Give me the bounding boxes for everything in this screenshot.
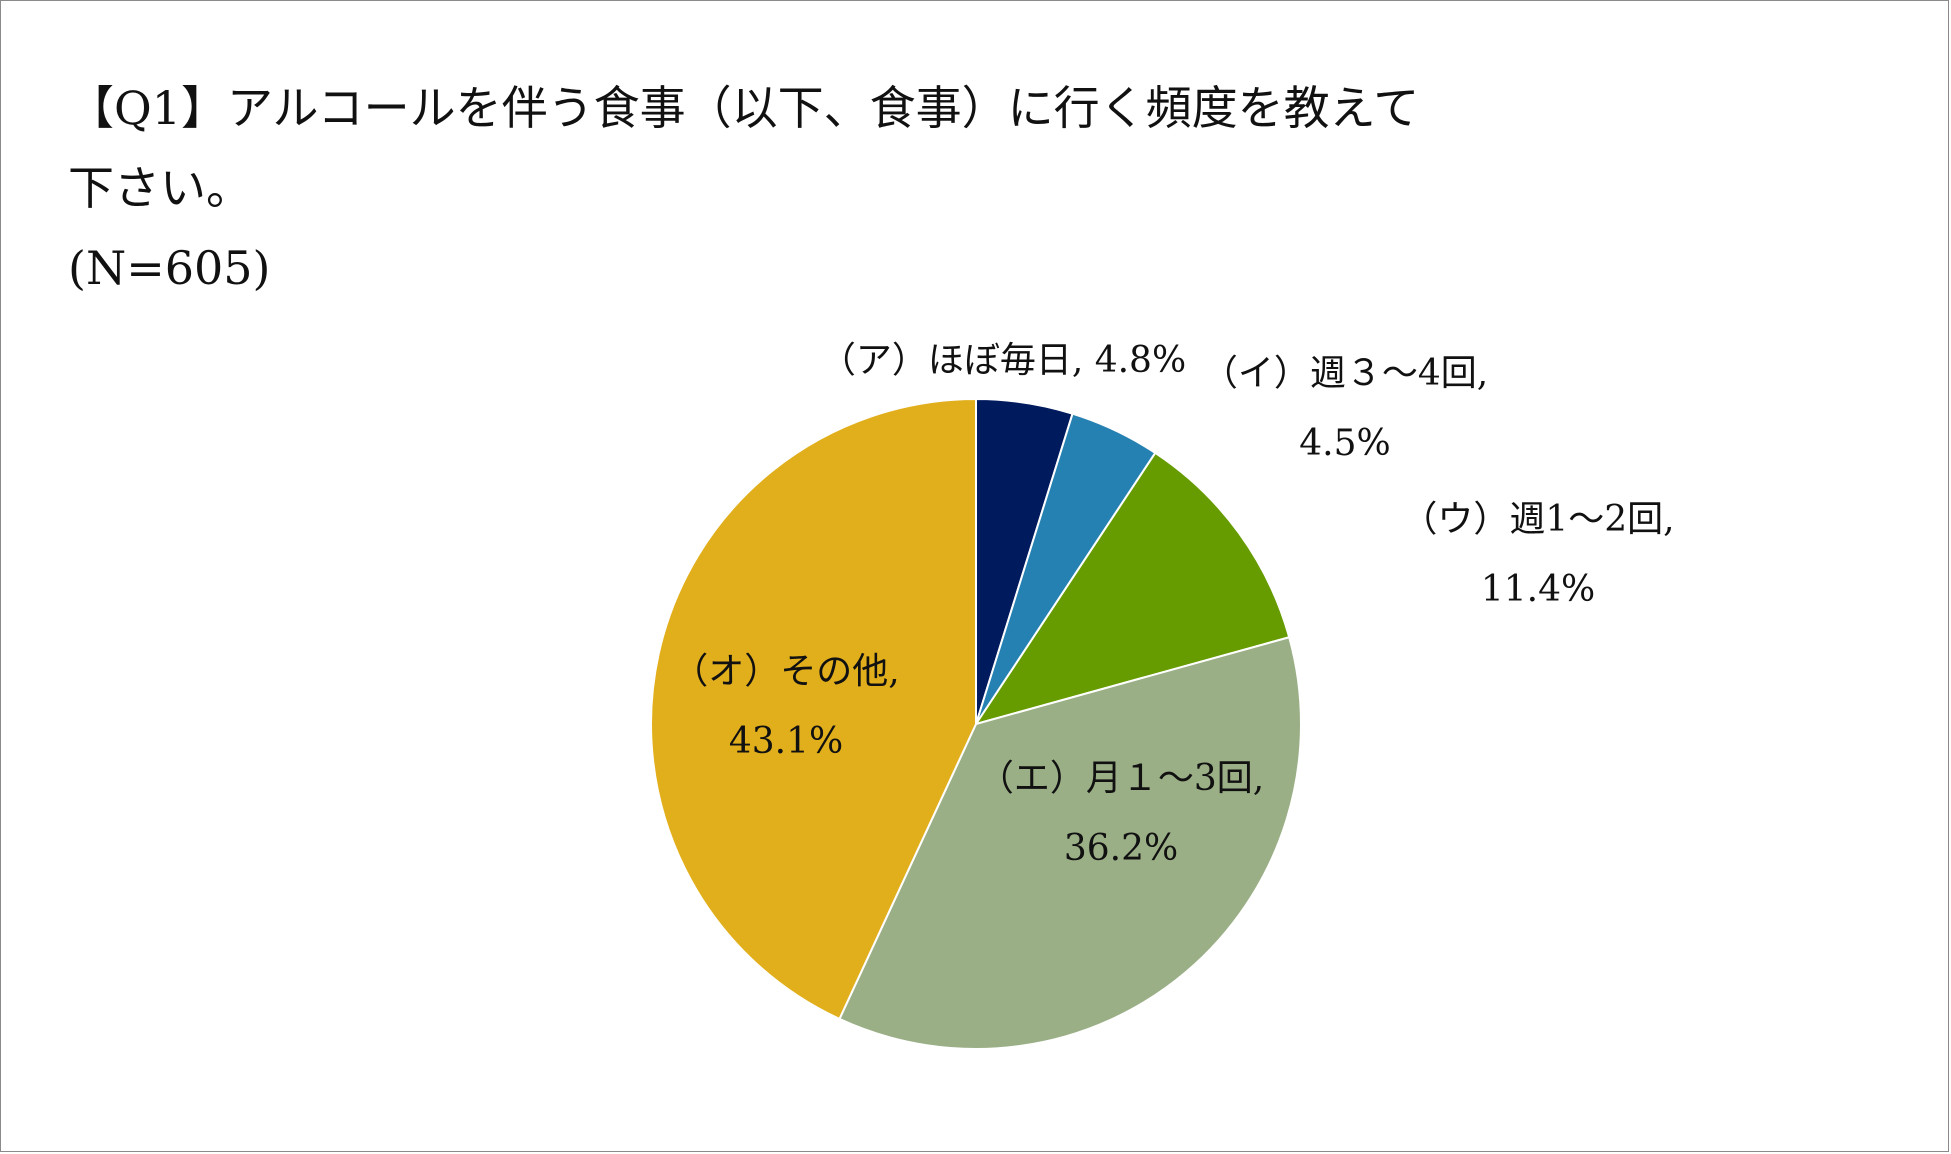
title-line-1: 【Q1】アルコールを伴う食事（以下、食事）に行く頻度を教えて bbox=[68, 81, 1420, 135]
pie-slice-c bbox=[973, 451, 1291, 726]
label-slice-c-name: （ウ）週1～2回, bbox=[1401, 499, 1674, 540]
label-slice-c-value: 11.4% bbox=[1481, 569, 1595, 610]
sample-size: (N=605) bbox=[68, 241, 271, 295]
label-slice-e-name: （オ）その他, bbox=[672, 651, 899, 692]
label-slice-e-value: 43.1% bbox=[729, 721, 843, 762]
label-slice-d-name: （エ）月１～3回, bbox=[978, 758, 1264, 799]
label-slice-b-name: （イ）週３～4回, bbox=[1202, 353, 1488, 394]
title-line-2: 下さい。 bbox=[68, 161, 252, 215]
label-slice-d-value: 36.2% bbox=[1064, 828, 1178, 869]
pie-slice-d bbox=[838, 636, 1302, 1050]
pie-slices bbox=[650, 397, 1302, 1050]
pie-slice-e bbox=[650, 397, 977, 1021]
label-slice-b-value: 4.5% bbox=[1299, 423, 1390, 464]
data-labels: （ア）ほぼ毎日, 4.8% （イ）週３～4回, 4.5% （ウ）週1～2回, 1… bbox=[672, 340, 1674, 869]
label-slice-a: （ア）ほぼ毎日, 4.8% bbox=[820, 340, 1186, 381]
chart-title: 【Q1】アルコールを伴う食事（以下、食事）に行く頻度を教えて 下さい。 (N=6… bbox=[68, 68, 1419, 308]
